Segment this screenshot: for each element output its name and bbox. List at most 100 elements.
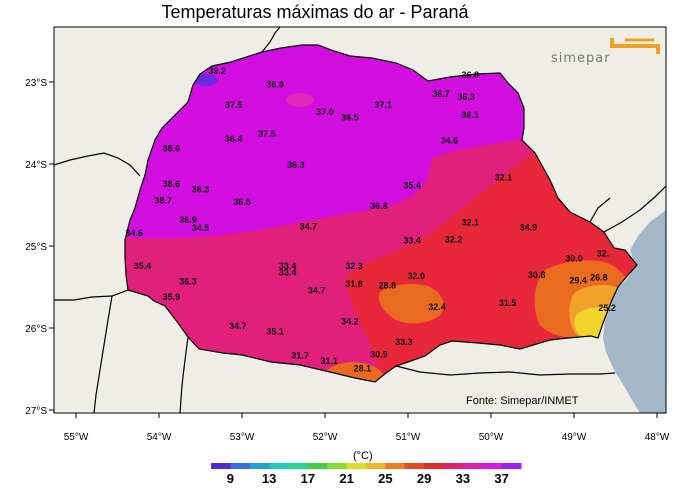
station-value: 32.4 (428, 302, 446, 312)
map-title: Temperaturas máximas do ar - Paraná (161, 2, 469, 22)
legend-label: 29 (417, 471, 431, 486)
legend-label: 25 (378, 471, 392, 486)
lon-tick-label: 48°W (645, 432, 670, 443)
lat-tick-label: 27°S (25, 406, 47, 417)
border-lines (54, 27, 666, 413)
station-value: 35.1 (266, 327, 284, 337)
station-value: 36.7 (432, 89, 450, 99)
station-value: 37.0 (316, 107, 334, 117)
legend-swatch (366, 463, 386, 469)
logo-text: simepar (551, 51, 611, 66)
station-value: 32.3 (345, 261, 363, 271)
legend-label: 33 (456, 471, 470, 486)
station-value: 33.4 (279, 261, 297, 271)
lon-tick-label: 54°W (147, 432, 172, 443)
simepar-logo-mark (610, 38, 660, 54)
color-legend (211, 463, 522, 469)
station-value: 29.4 (569, 276, 587, 286)
station-value: 33.3 (395, 337, 413, 347)
legend-label: 13 (262, 471, 276, 486)
lat-tick-label: 26°S (25, 324, 47, 335)
lon-tick-label: 53°W (230, 432, 255, 443)
station-value: 36.8 (461, 70, 479, 80)
source-credit: Fonte: Simepar/INMET (466, 395, 579, 407)
atlantic-ocean (603, 210, 666, 413)
legend-swatch (501, 463, 522, 469)
station-labels: 39.2 36.8 37.5 37.0 36.5 37.1 36.7 36.3 36.1 36.8… (125, 66, 616, 374)
station-value: 37.1 (374, 100, 392, 110)
station-value: 34.5 (192, 223, 210, 233)
lon-tick-label: 49°W (562, 432, 587, 443)
lat-tick-label: 25°S (25, 242, 47, 253)
station-value: 34.9 (520, 222, 538, 232)
map-frame (53, 26, 667, 414)
station-value: 36.9 (179, 215, 197, 225)
station-value: 32.2 (445, 235, 463, 245)
legend-swatch (346, 463, 367, 469)
station-value: 36.8 (266, 80, 284, 90)
station-value: 33.4 (403, 236, 421, 246)
lon-tick-label: 52°W (313, 432, 338, 443)
lat-tick-label: 24°S (25, 160, 47, 171)
lon-tick-label: 50°W (479, 432, 504, 443)
station-value: 35.9 (163, 292, 181, 302)
legend-swatch (443, 463, 464, 469)
legend-swatch (482, 463, 503, 469)
station-value: 28.1 (354, 363, 372, 373)
station-value: 31.7 (291, 350, 309, 360)
legend-label: 17 (301, 471, 315, 486)
station-value: 36.8 (370, 201, 388, 211)
legend-labels: 9 13 17 21 25 29 33 37 (227, 471, 509, 486)
station-value: 34.2 (341, 317, 359, 327)
station-value: 36.3 (457, 92, 475, 102)
station-value: 34.7 (229, 321, 247, 331)
legend-swatch (385, 463, 406, 469)
station-value: 38.6 (163, 179, 181, 189)
station-value: 37.5 (225, 100, 243, 110)
station-value: 36.3 (179, 277, 197, 287)
legend-swatch (230, 463, 251, 469)
station-value: 34.6 (441, 136, 459, 146)
lon-tick-label: 55°W (64, 432, 89, 443)
station-value: 32. (597, 249, 610, 259)
legend-swatch (327, 463, 348, 469)
station-value: 25.2 (598, 303, 616, 313)
station-value: 35.4 (403, 181, 421, 191)
legend-swatch (211, 463, 231, 469)
station-value: 26.8 (590, 272, 608, 282)
station-value: 36.3 (192, 185, 210, 195)
lat-tick-label: 23°S (25, 78, 47, 89)
legend-unit: (°C) (353, 450, 373, 462)
station-value: 36.5 (341, 113, 359, 123)
legend-swatch (269, 463, 289, 469)
station-value: 38.6 (163, 144, 181, 154)
station-value: 32.1 (495, 172, 513, 182)
station-value: 36.4 (225, 134, 243, 144)
station-value: 30.0 (565, 254, 583, 264)
station-value: 33.4 (279, 268, 297, 278)
station-value: 34.6 (125, 228, 143, 238)
station-value: 37.5 (258, 129, 276, 139)
lon-tick-label: 51°W (396, 432, 421, 443)
station-value: 32.1 (461, 218, 479, 228)
legend-swatch (288, 463, 309, 469)
legend-swatch (307, 463, 328, 469)
station-value: 30.9 (370, 350, 388, 360)
station-value: 30.8 (528, 270, 546, 280)
latitude-axis: 23°S 24°S 25°S 26°S 27°S (25, 78, 54, 417)
legend-label: 9 (227, 471, 234, 486)
station-value: 39.2 (208, 66, 226, 76)
legend-swatch (249, 463, 270, 469)
station-value: 31.8 (345, 279, 363, 289)
station-value: 28.8 (378, 281, 396, 291)
legend-swatch (404, 463, 425, 469)
longitude-axis: 55°W 54°W 53°W 52°W 51°W 50°W 49°W 48°W (64, 413, 670, 443)
legend-label: 21 (339, 471, 353, 486)
legend-swatch (462, 463, 483, 469)
station-value: 34.7 (308, 286, 326, 296)
parana-outline (124, 44, 638, 383)
station-value: 31.1 (320, 356, 338, 366)
legend-swatch (424, 463, 444, 469)
station-value: 36.3 (287, 160, 305, 170)
station-value: 34.7 (300, 222, 318, 232)
